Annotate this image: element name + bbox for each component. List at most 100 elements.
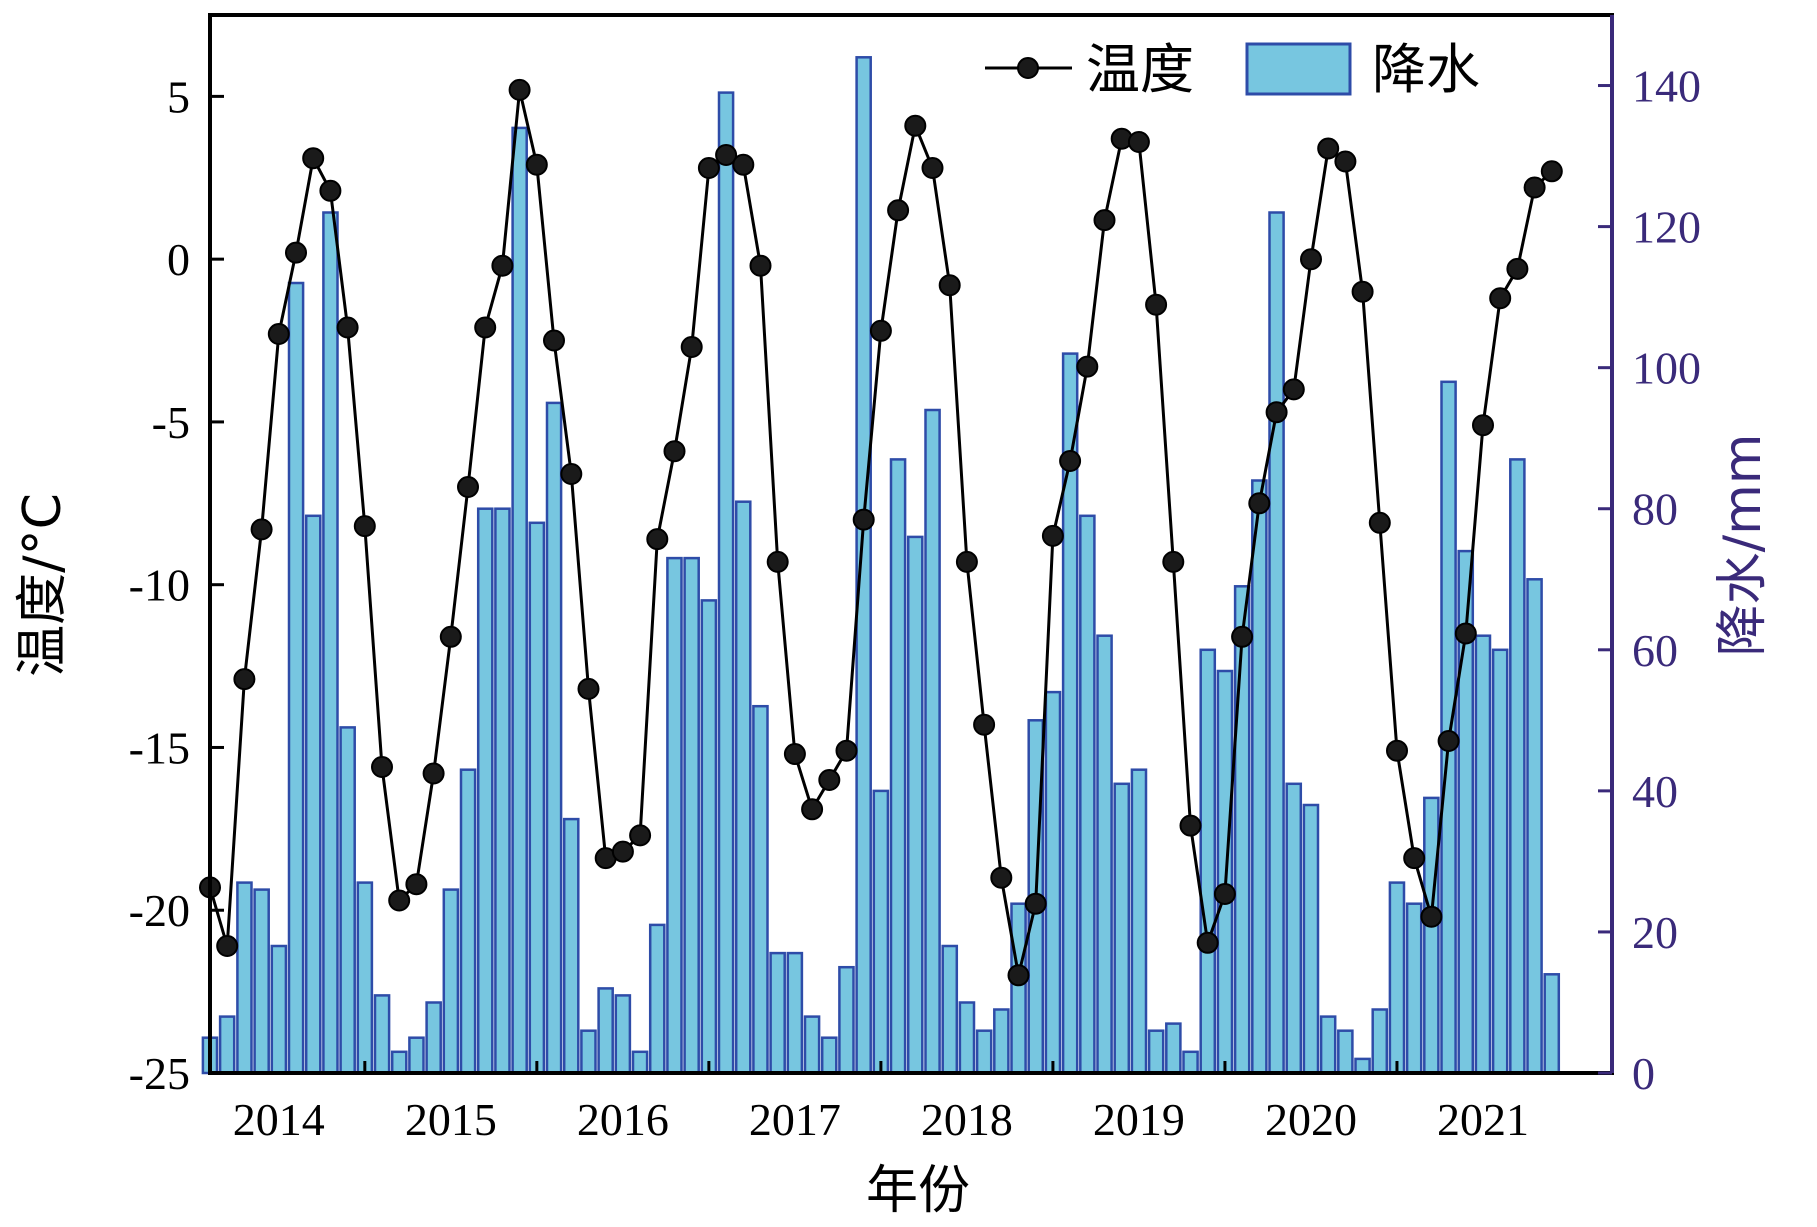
legend: 温度 降水	[985, 38, 1480, 101]
temperature-point	[801, 798, 824, 821]
temperature-point	[250, 518, 273, 541]
temperature-point	[543, 329, 565, 352]
temperature-point	[405, 873, 428, 896]
precipitation-bar	[734, 500, 752, 1075]
precipitation-bar	[786, 951, 804, 1075]
temperature-point	[680, 336, 703, 358]
precipitation-bar	[1147, 1029, 1165, 1075]
precipitation-bar	[1440, 380, 1457, 1075]
temperature-point	[749, 254, 772, 277]
precipitation-bar	[1405, 902, 1423, 1075]
temperature-point	[1041, 524, 1064, 547]
precipitation-bar	[1337, 1029, 1354, 1075]
precipitation-bar	[803, 1015, 821, 1075]
temperature-point	[1454, 622, 1477, 645]
precipitation-bar	[390, 1050, 408, 1075]
temperature-point	[1127, 131, 1150, 153]
precipitation-bar	[1044, 690, 1062, 1075]
x-tick-label: 2015	[405, 1094, 497, 1145]
temperature-point	[1506, 257, 1529, 280]
precipitation-bar	[975, 1029, 993, 1075]
temperature-point	[783, 743, 806, 765]
temperature-point	[474, 316, 497, 339]
temperature-point	[646, 528, 669, 551]
precipitation-bar	[1251, 479, 1268, 1075]
precipitation-bar	[356, 881, 374, 1075]
x-tick-label: 2020	[1265, 1094, 1357, 1145]
temperature-point	[732, 153, 755, 176]
precipitation-bar	[924, 408, 941, 1075]
precipitation-bar	[1268, 211, 1285, 1075]
temperature-point	[1162, 550, 1185, 573]
legend-bar-swatch	[1245, 42, 1352, 96]
precipitation-bar	[993, 1008, 1010, 1075]
temperature-point	[1351, 280, 1374, 303]
precipitation-bar	[1509, 458, 1526, 1075]
temperature-point	[852, 508, 875, 531]
left-tick-label: 5	[167, 71, 190, 122]
temperature-point	[1007, 964, 1030, 987]
temperature-point	[439, 625, 462, 648]
precipitation-bar	[1130, 768, 1148, 1075]
precipitation-bar	[838, 965, 855, 1075]
temperature-point	[508, 78, 531, 101]
temperature-point	[990, 866, 1013, 889]
temperature-point	[1093, 209, 1116, 232]
right-axis-ticks: 140 120 100 80 60 40 20 0	[1598, 61, 1701, 1099]
precipitation-bar	[494, 507, 511, 1075]
right-tick-label: 120	[1632, 202, 1701, 253]
x-tick-label: 2017	[749, 1094, 841, 1145]
temperature-point	[371, 756, 393, 778]
precipitation-bars	[201, 56, 1561, 1075]
temperature-point	[1024, 892, 1047, 915]
precipitation-bar	[1423, 796, 1440, 1075]
precipitation-bar	[889, 458, 907, 1075]
temperature-point	[267, 323, 290, 345]
temperature-point	[921, 157, 944, 179]
precipitation-bar	[648, 923, 666, 1075]
temperature-point	[1489, 287, 1512, 310]
precipitation-bar	[1543, 973, 1561, 1075]
precipitation-bar	[339, 726, 356, 1075]
precipitation-bar	[1354, 1057, 1371, 1075]
right-axis-label: 降水/mm	[1713, 434, 1773, 657]
precipitation-bar	[769, 951, 786, 1075]
precipitation-bar	[1182, 1050, 1199, 1075]
precipitation-bar	[1113, 782, 1131, 1075]
precipitation-bar	[322, 211, 339, 1075]
x-axis-ticks: 2014 2015 2016 2017 2018 2019 2020 2021	[233, 1061, 1529, 1145]
precipitation-bar	[408, 1036, 425, 1075]
left-tick-label: -10	[129, 560, 190, 611]
temperature-point	[869, 319, 892, 342]
temperature-point	[353, 515, 376, 538]
legend-line-marker	[1017, 57, 1039, 79]
temperature-point	[1145, 293, 1168, 316]
precipitation-bar	[373, 994, 391, 1075]
temperature-point	[1300, 248, 1322, 271]
left-tick-label: 0	[167, 234, 190, 285]
temperature-point	[525, 153, 548, 176]
right-tick-label: 80	[1632, 484, 1678, 535]
right-tick-label: 140	[1632, 61, 1701, 112]
precipitation-bar	[1079, 514, 1096, 1075]
temperature-point	[1317, 137, 1340, 160]
temperature-point	[560, 463, 583, 485]
temperature-point	[1179, 814, 1202, 837]
x-tick-label: 2019	[1093, 1094, 1185, 1145]
precipitation-bar	[700, 599, 718, 1075]
precipitation-bar	[666, 556, 683, 1075]
x-tick-label: 2021	[1437, 1094, 1529, 1145]
temperature-point	[1386, 739, 1408, 762]
precipitation-bar	[597, 987, 614, 1075]
temperature-point	[1368, 511, 1391, 534]
precipitation-bar	[218, 1015, 236, 1075]
left-tick-label: -5	[152, 397, 190, 448]
right-tick-label: 100	[1632, 343, 1701, 394]
precipitation-bar	[820, 1036, 838, 1075]
precipitation-bar	[631, 1050, 649, 1075]
temperature-point	[1403, 847, 1426, 870]
precipitation-bar	[442, 888, 460, 1075]
temperature-point	[1248, 492, 1271, 515]
precipitation-bar	[1199, 648, 1217, 1075]
